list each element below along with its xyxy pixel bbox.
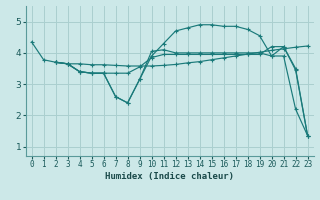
X-axis label: Humidex (Indice chaleur): Humidex (Indice chaleur) [105, 172, 234, 181]
